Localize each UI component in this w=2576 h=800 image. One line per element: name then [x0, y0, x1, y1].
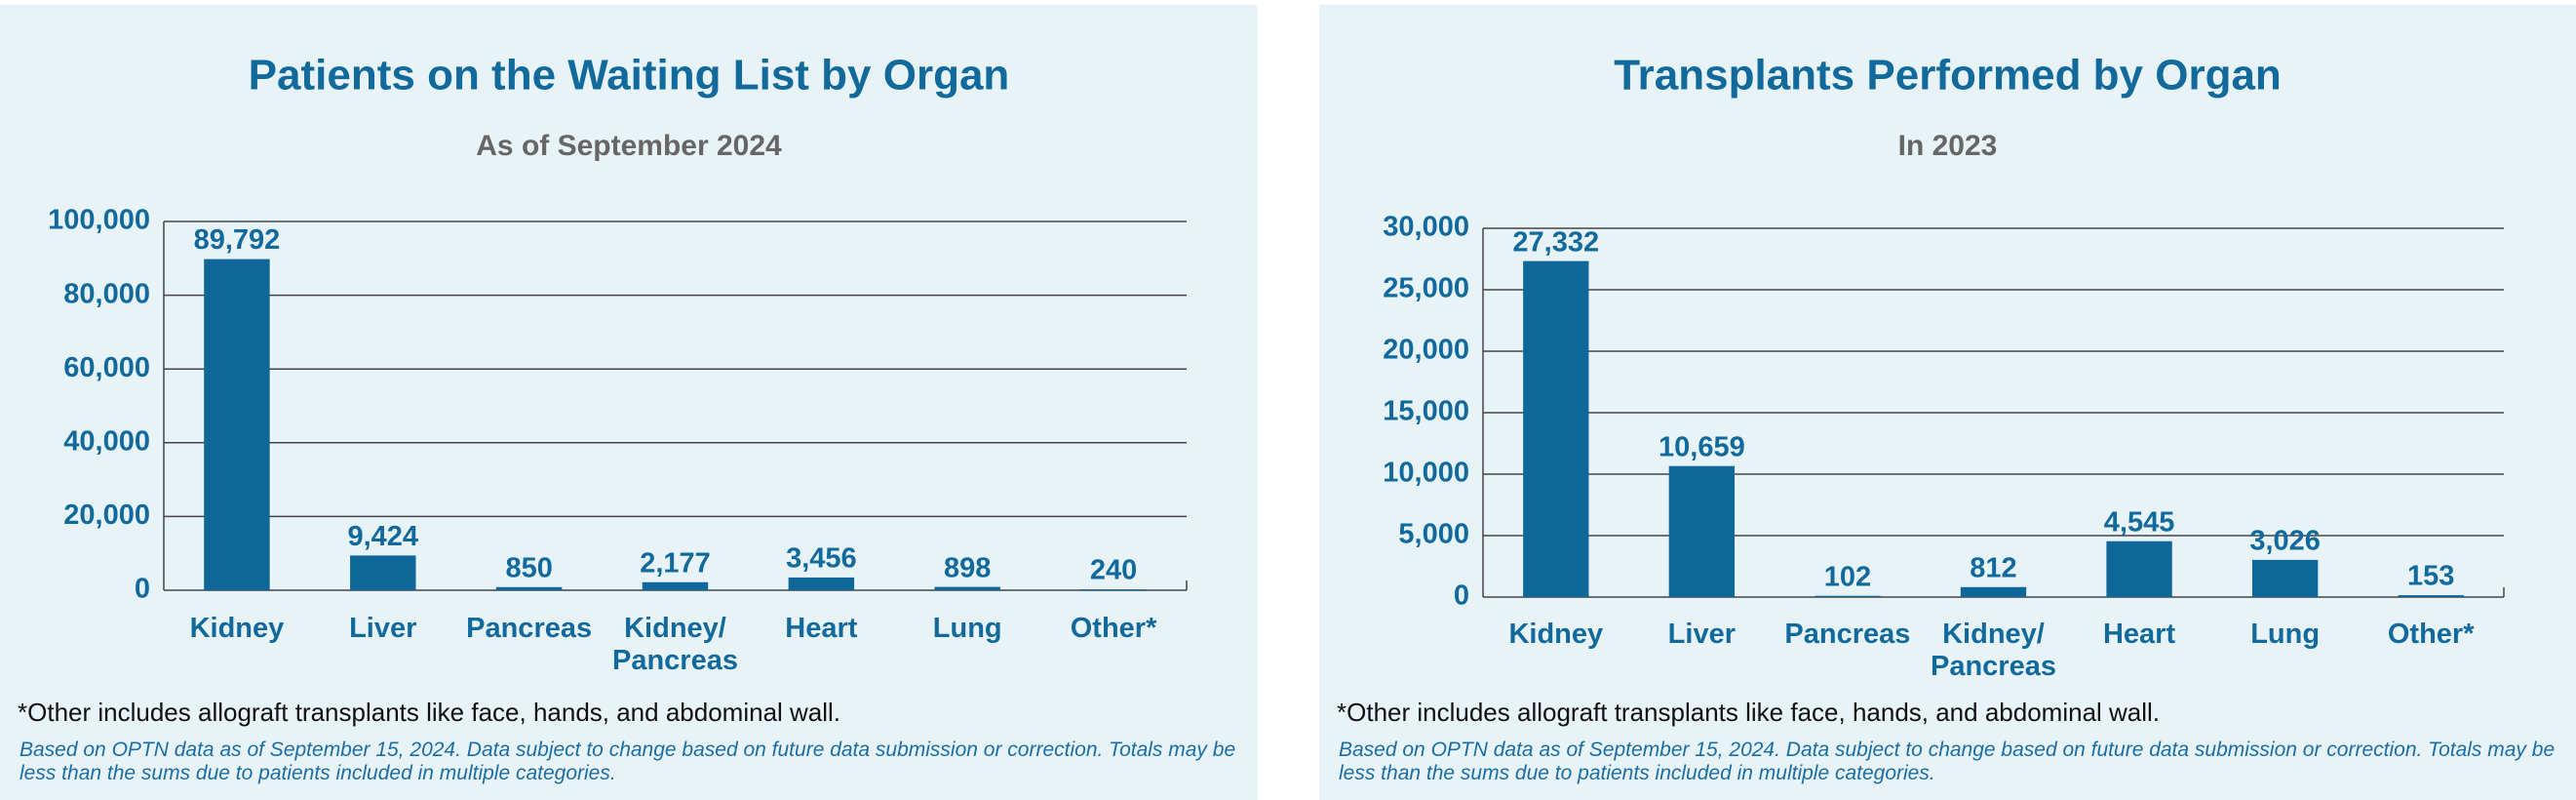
- bar: [934, 586, 1000, 590]
- y-tick-label: 40,000: [63, 425, 150, 457]
- y-tick-label: 0: [1454, 580, 1469, 612]
- value-label: 153: [2407, 561, 2454, 592]
- bar: [2106, 540, 2172, 597]
- bar: [1960, 586, 2027, 597]
- y-tick-label: 80,000: [63, 278, 150, 309]
- x-tick-label: Liver: [1667, 619, 1736, 650]
- source-note: Based on OPTN data as of September 15, 2…: [20, 739, 1236, 784]
- value-label: 27,332: [1512, 226, 1599, 258]
- value-label: 2,177: [640, 547, 711, 579]
- y-tick-label: 20,000: [1383, 335, 1469, 366]
- x-tick-label: Kidney: [1508, 619, 1604, 650]
- value-label: 9,424: [347, 521, 418, 552]
- value-label: 240: [1090, 555, 1137, 586]
- value-label: 10,659: [1659, 431, 1745, 462]
- y-tick-label: 15,000: [1383, 396, 1469, 427]
- bar: [642, 581, 709, 590]
- footnote: *Other includes allograft transplants li…: [18, 698, 841, 727]
- x-tick-label: Pancreas: [1784, 619, 1911, 650]
- x-tick-label: Kidney/ Pancreas: [1930, 619, 2056, 682]
- chart-title: Patients on the Waiting List by Organ: [249, 52, 1010, 100]
- y-tick-label: 20,000: [63, 500, 150, 531]
- bar: [1080, 589, 1147, 590]
- value-label: 3,456: [786, 543, 857, 575]
- bar: [2251, 559, 2319, 597]
- chart-title: Transplants Performed by Organ: [1614, 52, 2282, 100]
- bar: [1523, 260, 1589, 597]
- x-tick-label: Kidney: [189, 613, 285, 644]
- value-label: 3,026: [2249, 526, 2321, 557]
- x-tick-label: Lung: [2250, 619, 2321, 650]
- bar: [204, 259, 270, 590]
- chart-subtitle: In 2023: [1898, 130, 1998, 162]
- x-tick-label: Lung: [932, 613, 1002, 644]
- y-tick-label: 60,000: [63, 352, 150, 383]
- y-tick-label: 5,000: [1398, 519, 1469, 550]
- bar: [788, 577, 855, 590]
- footnote: *Other includes allograft transplants li…: [1337, 698, 2161, 727]
- y-tick-label: 25,000: [1383, 273, 1469, 304]
- y-tick-label: 100,000: [48, 205, 150, 236]
- value-label: 102: [1824, 561, 1871, 592]
- bar: [1668, 465, 1736, 597]
- bar: [350, 555, 416, 590]
- x-tick-label: Pancreas: [466, 613, 593, 644]
- x-tick-label: Other*: [2387, 619, 2475, 650]
- x-tick-label: Heart: [785, 613, 858, 644]
- source-note: Based on OPTN data as of September 15, 2…: [1339, 739, 2556, 784]
- bar: [2398, 595, 2464, 597]
- chart-subtitle: As of September 2024: [476, 130, 782, 162]
- y-tick-label: 30,000: [1383, 212, 1469, 243]
- value-label: 89,792: [194, 224, 281, 256]
- y-tick-label: 10,000: [1383, 458, 1469, 489]
- value-label: 812: [1970, 552, 2016, 583]
- bar: [1815, 595, 1881, 597]
- x-tick-label: Heart: [2102, 619, 2176, 650]
- value-label: 4,545: [2104, 506, 2175, 538]
- bar: [495, 586, 563, 590]
- x-tick-label: Kidney/ Pancreas: [611, 613, 738, 676]
- panel-background: [0, 5, 1258, 800]
- x-tick-label: Other*: [1070, 613, 1157, 644]
- value-label: 850: [505, 552, 552, 583]
- value-label: 898: [944, 552, 991, 583]
- y-tick-label: 0: [135, 574, 150, 605]
- x-tick-label: Liver: [349, 613, 417, 644]
